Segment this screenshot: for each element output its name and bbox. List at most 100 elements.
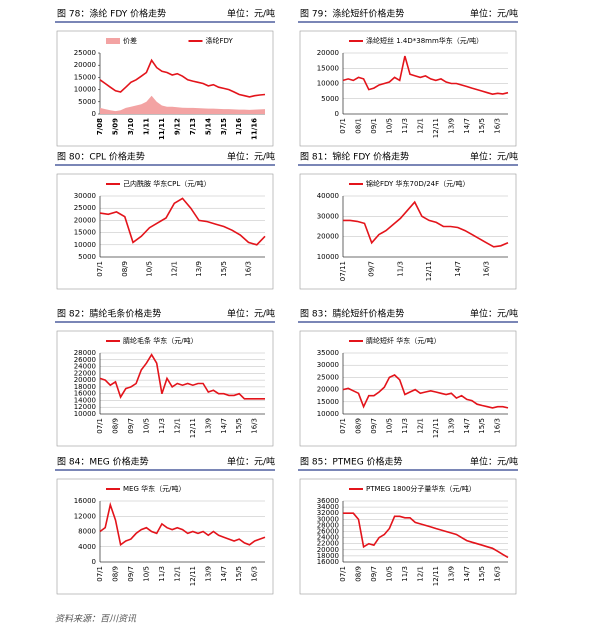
figure-caption: 图 79：涤纶短纤价格走势 <box>300 8 404 20</box>
x-tick-label: 5/14 <box>204 118 212 135</box>
x-tick-label: 08/9 <box>354 566 362 582</box>
unit-label: 单位：元/吨 <box>470 8 518 20</box>
y-tick-label: 20000 <box>317 546 339 554</box>
x-tick-label: 12/1 <box>416 418 424 434</box>
y-tick-label: 20000 <box>317 386 339 394</box>
chart-frame <box>299 478 517 595</box>
y-tick-label: 30000 <box>317 515 339 523</box>
chart-frame <box>56 173 274 290</box>
y-tick-label: 18000 <box>74 383 96 391</box>
x-tick-label: 11/3 <box>158 418 166 434</box>
y-tick-label: 16000 <box>74 497 96 505</box>
x-tick-label: 12/11 <box>432 566 440 586</box>
x-tick-label: 13/9 <box>447 118 455 134</box>
x-tick-label: 09/7 <box>127 418 135 434</box>
x-tick-label: 07/1 <box>96 261 104 277</box>
y-tick-label: 10000 <box>74 86 96 94</box>
y-tick-label: 20000 <box>317 233 339 241</box>
x-tick-label: 16/3 <box>251 418 259 434</box>
x-tick-label: 12/11 <box>432 418 440 438</box>
x-tick-label: 10/5 <box>385 566 393 582</box>
y-tick-label: 5000 <box>321 95 339 103</box>
x-tick-label: 11/11 <box>158 118 166 140</box>
x-tick-label: 09/7 <box>368 261 376 277</box>
line <box>99 501 266 547</box>
x-tick-label: 10/5 <box>385 418 393 434</box>
y-tick-label: 20000 <box>74 376 96 384</box>
y-tick-label: 10000 <box>317 80 339 88</box>
y-tick-label: 4000 <box>78 543 96 551</box>
chart-frame <box>56 30 274 147</box>
x-tick-label: 12/11 <box>189 566 197 586</box>
y-tick-label: 0 <box>92 558 96 566</box>
y-tick-label: 16000 <box>317 558 339 566</box>
x-tick-label: 11/3 <box>396 261 404 277</box>
x-tick-label: 7/13 <box>189 118 197 135</box>
chart-frame <box>56 330 274 447</box>
unit-label: 单位：元/吨 <box>227 456 275 468</box>
x-tick-label: 11/3 <box>401 118 409 134</box>
x-tick-label: 15/5 <box>235 566 243 582</box>
source-note: 资料来源：百川资讯 <box>55 614 137 625</box>
y-tick-label: 24000 <box>74 363 96 371</box>
y-tick-label: 22000 <box>74 369 96 377</box>
legend-label: 涤纶FDY <box>206 36 234 45</box>
unit-label: 单位：元/吨 <box>227 8 275 20</box>
y-tick-label: 32000 <box>317 509 339 517</box>
line <box>342 374 509 409</box>
y-tick-label: 10000 <box>74 241 96 249</box>
x-tick-label: 11/3 <box>158 566 166 582</box>
x-tick-label: 09/1 <box>370 118 378 134</box>
y-tick-label: 25000 <box>74 49 96 57</box>
y-tick-label: 18000 <box>317 552 339 560</box>
y-tick-label: 0 <box>92 110 96 118</box>
y-tick-label: 30000 <box>317 212 339 220</box>
x-tick-label: 16/3 <box>251 566 259 582</box>
line <box>99 197 266 246</box>
x-tick-label: 09/7 <box>127 566 135 582</box>
x-tick-label: 1/16 <box>235 118 243 135</box>
y-tick-label: 15000 <box>317 398 339 406</box>
unit-label: 单位：元/吨 <box>227 151 275 163</box>
x-tick-label: 09/7 <box>370 566 378 582</box>
line <box>343 512 509 559</box>
legend-label: 己内酰胺 华东CPL（元/吨） <box>123 179 211 188</box>
y-tick-label: 10000 <box>74 410 96 418</box>
y-tick-label: 36000 <box>317 497 339 505</box>
x-tick-label: 08/9 <box>111 566 119 582</box>
x-tick-label: 16/3 <box>494 418 502 434</box>
x-tick-label: 12/1 <box>173 566 181 582</box>
line <box>343 200 509 248</box>
x-tick-label: 16/3 <box>482 261 490 277</box>
unit-label: 单位：元/吨 <box>470 456 518 468</box>
chart-frame <box>299 330 517 447</box>
y-tick-label: 10000 <box>317 410 339 418</box>
figure-caption: 图 84：MEG 价格走势 <box>57 456 149 468</box>
y-tick-label: 26000 <box>74 356 96 364</box>
y-tick-label: 5000 <box>78 98 96 106</box>
y-tick-label: 14000 <box>74 396 96 404</box>
unit-label: 单位：元/吨 <box>470 151 518 163</box>
x-tick-label: 08/1 <box>354 118 362 134</box>
y-tick-label: 25000 <box>317 373 339 381</box>
chart-frame <box>299 173 517 290</box>
area <box>100 95 265 114</box>
legend-label: MEG 华东（元/吨） <box>123 484 185 493</box>
x-tick-label: 12/1 <box>170 261 178 277</box>
figure-caption: 图 78：涤纶 FDY 价格走势 <box>57 8 166 20</box>
x-tick-label: 10/5 <box>142 566 150 582</box>
x-tick-label: 11/3 <box>401 418 409 434</box>
x-tick-label: 14/7 <box>463 566 471 582</box>
x-tick-label: 15/5 <box>220 261 228 277</box>
unit-label: 单位：元/吨 <box>227 308 275 320</box>
chart-frame <box>56 478 274 595</box>
x-tick-label: 7/08 <box>96 118 104 135</box>
x-tick-label: 15/5 <box>235 418 243 434</box>
y-tick-label: 28000 <box>74 349 96 357</box>
y-tick-label: 34000 <box>317 503 339 511</box>
x-tick-label: 07/1 <box>339 418 347 434</box>
x-tick-label: 09/7 <box>370 418 378 434</box>
chart-frame <box>299 30 517 147</box>
